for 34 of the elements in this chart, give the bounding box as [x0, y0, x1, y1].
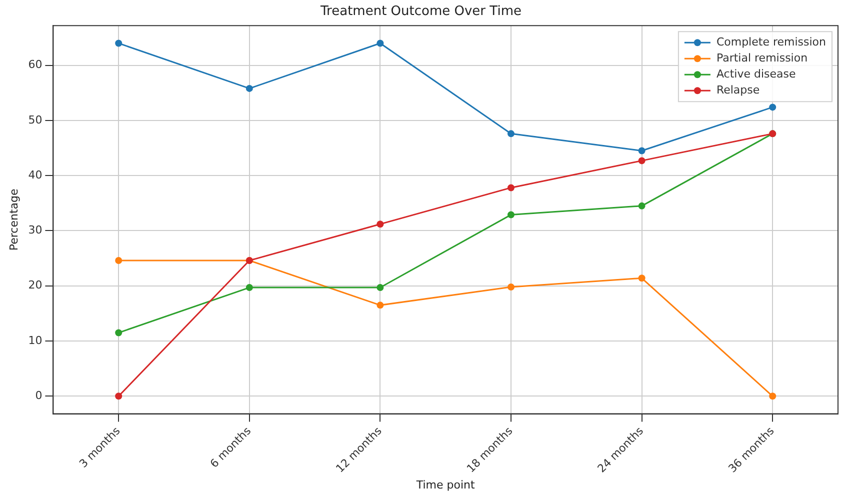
point	[376, 284, 384, 292]
y-tick-label: 60	[28, 58, 42, 72]
point	[769, 392, 776, 400]
point	[508, 211, 514, 218]
point	[115, 392, 122, 400]
y-tick-label: 0	[35, 389, 42, 402]
point	[508, 130, 514, 138]
y-tick-label: 50	[28, 113, 42, 126]
point	[638, 202, 646, 210]
x-axis-title: Time point	[415, 478, 476, 492]
y-axis-title: Percentage	[7, 188, 20, 251]
point	[508, 184, 514, 192]
point	[246, 284, 253, 292]
point	[376, 302, 384, 309]
point	[638, 147, 646, 154]
y-tick-label: 30	[28, 224, 42, 237]
point	[638, 157, 646, 164]
point	[246, 84, 253, 92]
chart-title: Treatment Outcome Over Time	[320, 4, 522, 20]
point	[115, 329, 122, 336]
y-tick-label: 40	[28, 168, 42, 182]
legend-label: Partial remission	[716, 51, 808, 64]
point	[376, 220, 384, 228]
y-tick-label: 20	[28, 278, 42, 292]
point	[115, 257, 122, 264]
point	[638, 274, 646, 282]
point	[376, 40, 384, 47]
legend-label: Complete remission	[716, 35, 826, 48]
point	[115, 40, 122, 47]
legend-label: Active disease	[716, 67, 796, 80]
y-tick-label: 10	[28, 334, 42, 347]
point	[508, 283, 514, 290]
point	[769, 104, 776, 111]
legend-label: Relapse	[716, 83, 760, 96]
